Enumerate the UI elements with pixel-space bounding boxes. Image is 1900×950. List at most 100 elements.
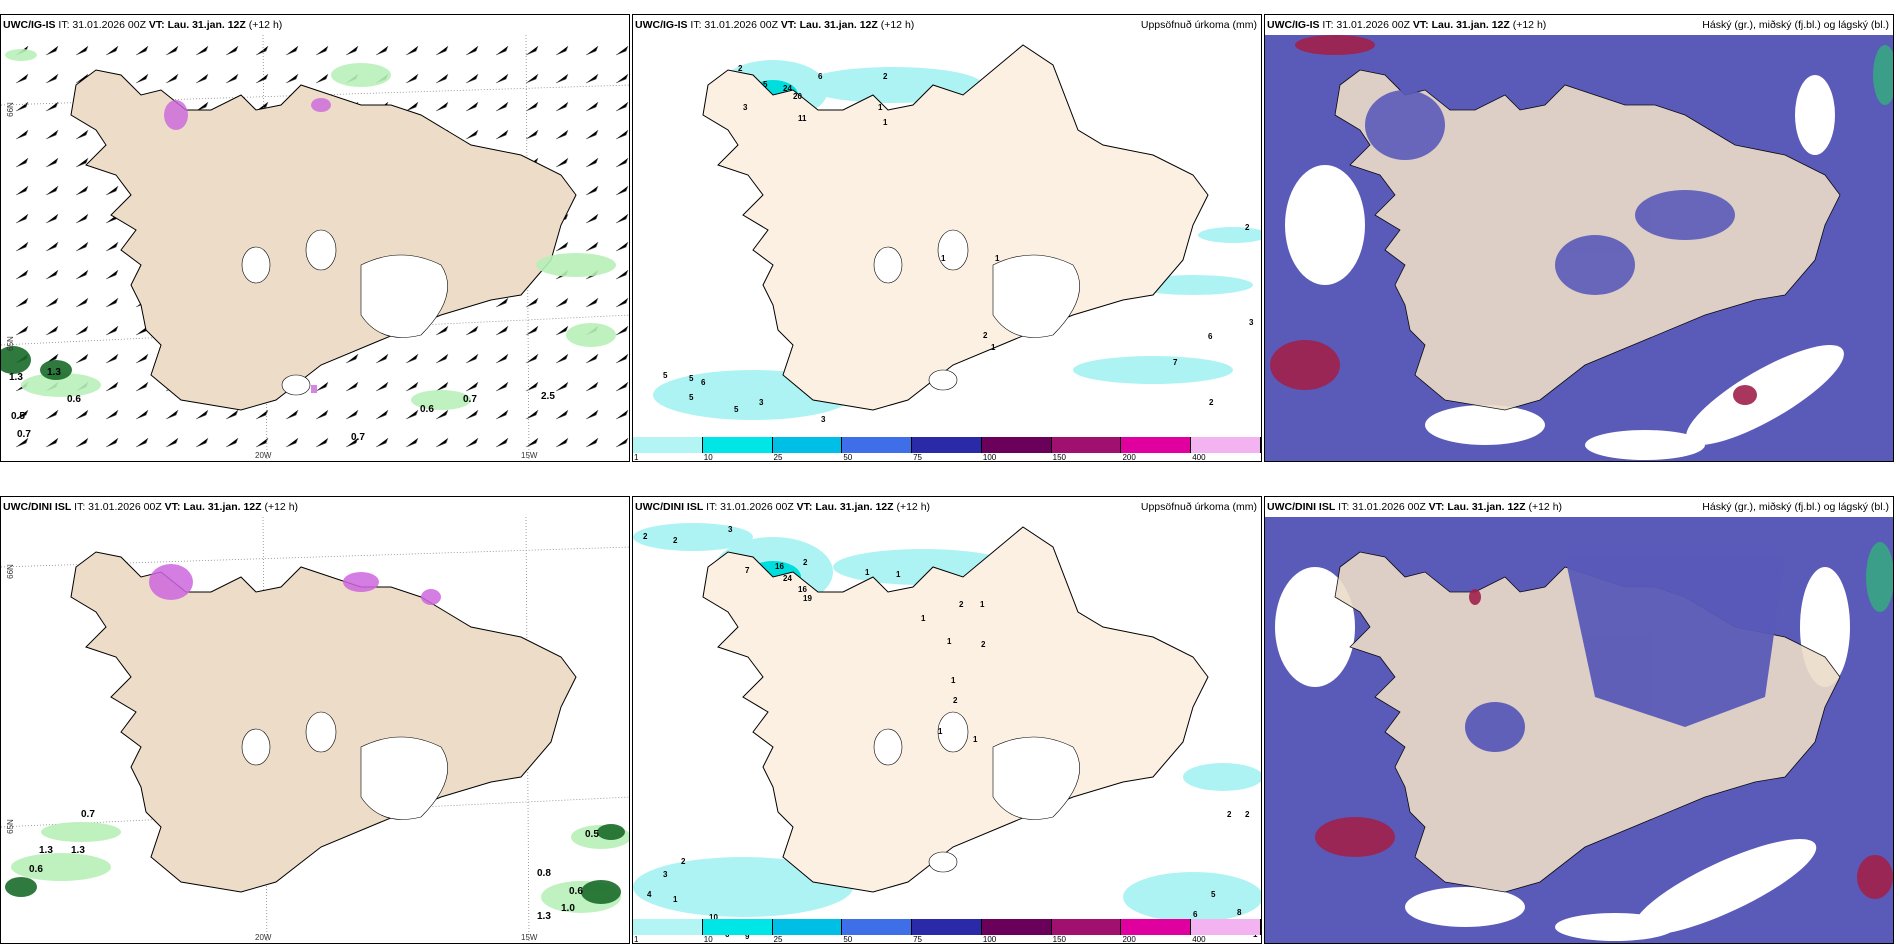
cloud-cover-map-dini: UWC/DINI ISL IT: 31.01.2026 00Z VT: Lau.… [1264, 496, 1894, 944]
map-canvas: 0.5 0.7 0.6 0.7 0.6 0.7 2.5 1.3 1.3 [1, 34, 629, 461]
wind-barb [465, 409, 479, 420]
wind-barb [465, 73, 479, 84]
wind-barb [465, 381, 479, 392]
wind-barb [135, 73, 149, 84]
wind-barb [495, 437, 509, 448]
lon-label-15w: 15W [521, 451, 538, 460]
panel-header: UWC/DINI ISL IT: 31.01.2026 00Z VT: Lau.… [3, 501, 299, 513]
wind-barb [195, 73, 209, 84]
wind-barb [15, 157, 29, 168]
svg-text:1: 1 [938, 727, 943, 736]
glaciers [241, 711, 448, 820]
colorbar-swatch [633, 437, 703, 453]
wind-barb [105, 185, 119, 196]
svg-text:2: 2 [1227, 810, 1232, 819]
wind-barb [555, 73, 569, 84]
wind-barb [315, 73, 329, 84]
wind-barb [75, 129, 89, 140]
svg-text:1: 1 [991, 343, 996, 352]
colorbar-label: 100 [982, 935, 997, 944]
wind-barb [435, 409, 449, 420]
svg-text:3: 3 [821, 415, 826, 424]
wind-barb [45, 269, 59, 280]
precip-labels: 2 2 3 1 7 16 24 16 19 2 1 1 2 1 1 2 1 2 … [643, 525, 1258, 941]
wind-barb [75, 353, 89, 364]
svg-text:3: 3 [759, 398, 764, 407]
svg-text:0.6: 0.6 [420, 404, 434, 415]
wind-barb [495, 381, 509, 392]
wind-barb [15, 129, 29, 140]
wind-barb [165, 409, 179, 420]
wind-barb [135, 409, 149, 420]
lon-label-20w: 20W [255, 451, 272, 460]
wind-barb [615, 157, 629, 168]
svg-text:0.7: 0.7 [351, 432, 365, 443]
wind-barb [405, 353, 419, 364]
wind-barb [15, 213, 29, 224]
wind-barb [555, 409, 569, 420]
wind-barb [555, 157, 569, 168]
wind-barb [525, 409, 539, 420]
svg-text:1: 1 [673, 895, 678, 904]
svg-text:0.5: 0.5 [585, 829, 599, 840]
svg-text:6: 6 [701, 378, 706, 387]
svg-text:1: 1 [941, 254, 946, 263]
svg-text:1.3: 1.3 [39, 845, 53, 856]
wind-barb [495, 101, 509, 112]
wind-barb [405, 381, 419, 392]
wind-barb [525, 381, 539, 392]
wind-barb [225, 73, 239, 84]
wind-barb [585, 353, 599, 364]
wind-barb [435, 381, 449, 392]
wind-barb [345, 437, 359, 448]
wind-barb [105, 269, 119, 280]
wind-barb [585, 409, 599, 420]
colorbar-label: 1 [634, 453, 639, 462]
lat-label-65n: 65N [5, 336, 15, 351]
svg-text:1: 1 [947, 637, 952, 646]
wind-barb [555, 241, 569, 252]
svg-text:5: 5 [689, 393, 694, 402]
wind-barb [585, 297, 599, 308]
wind-barb [105, 437, 119, 448]
colorbar-swatch [772, 437, 843, 453]
wind-barb [135, 45, 149, 56]
wind-barb [255, 437, 269, 448]
wind-barb [225, 437, 239, 448]
svg-text:2: 2 [1245, 810, 1250, 819]
wind-barb [525, 45, 539, 56]
wind-barb [225, 45, 239, 56]
mid-cloud-green [1866, 542, 1893, 612]
wind-barb [615, 101, 629, 112]
colorbar-swatch [1051, 919, 1122, 935]
svg-text:6: 6 [1193, 910, 1198, 919]
wind-barb [495, 325, 509, 336]
wind-barb [615, 45, 629, 56]
cloud-over-land [1465, 557, 1785, 752]
accumulated-precip-map-igis: UWC/IG-IS IT: 31.01.2026 00Z VT: Lau. 31… [632, 14, 1262, 462]
svg-text:5: 5 [734, 405, 739, 414]
wind-barb [615, 241, 629, 252]
wind-barb [135, 353, 149, 364]
svg-text:1: 1 [951, 676, 956, 685]
svg-text:19: 19 [803, 594, 812, 603]
svg-text:2.5: 2.5 [541, 391, 555, 402]
glaciers [241, 229, 448, 396]
snow-precip [164, 98, 331, 393]
svg-text:3: 3 [743, 103, 748, 112]
wind-barb [165, 437, 179, 448]
colorbar-label: 25 [773, 935, 783, 944]
wind-barb [525, 437, 539, 448]
wind-barb [15, 101, 29, 112]
wind-barb [105, 353, 119, 364]
svg-text:24: 24 [783, 84, 792, 93]
lat-label-66n: 66N [5, 564, 15, 579]
wind-barb [465, 437, 479, 448]
wind-barb [495, 409, 509, 420]
svg-text:7: 7 [745, 566, 750, 575]
iceland-landmass [702, 44, 1209, 411]
map-canvas [1265, 35, 1893, 461]
wind-barb [15, 185, 29, 196]
panel-header: UWC/DINI ISL IT: 31.01.2026 00Z VT: Lau.… [1267, 501, 1563, 513]
wind-barb [405, 409, 419, 420]
